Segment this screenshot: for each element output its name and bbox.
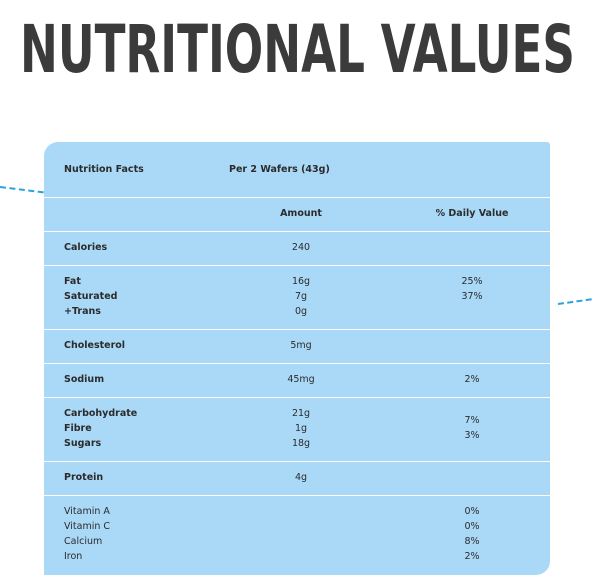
row-divider xyxy=(44,265,550,266)
nutrient-name: Sodium xyxy=(64,374,105,385)
daily-value: 2% xyxy=(464,551,480,562)
vitamin-name: Iron xyxy=(64,551,83,562)
row-divider xyxy=(44,363,550,364)
column-header: Amount xyxy=(280,208,322,219)
amount: 18g xyxy=(291,438,311,449)
nutrient-name: +Trans xyxy=(64,306,101,317)
nutrient-name: Fibre xyxy=(64,423,92,434)
daily-value: 7% xyxy=(464,415,480,426)
vitamin-name: Vitamin A xyxy=(64,506,110,517)
nutrient-name: Protein xyxy=(64,472,104,483)
nutrient-name: Carbohydrate xyxy=(64,408,138,419)
serving-size: Per 2 Wafers (43g) xyxy=(229,164,330,175)
column-header: % Daily Value xyxy=(435,208,509,219)
decor-dash xyxy=(557,298,592,305)
daily-value: 0% xyxy=(464,506,480,517)
amount: 1g xyxy=(294,423,308,434)
vitamin-name: Vitamin C xyxy=(64,521,111,532)
vitamin-name: Calcium xyxy=(64,536,103,547)
nutrient-name: Fat xyxy=(64,276,81,287)
nutrition-table xyxy=(44,142,550,575)
daily-value: 25% xyxy=(461,276,483,287)
nutrient-name: Sugars xyxy=(64,438,102,449)
amount: 45mg xyxy=(287,374,315,385)
nutrient-name: Calories xyxy=(64,242,108,253)
row-divider xyxy=(44,461,550,462)
amount: 4g xyxy=(294,472,308,483)
row-divider xyxy=(44,231,550,232)
page-title: NUTRITIONAL VALUES xyxy=(20,11,575,88)
amount: 0g xyxy=(294,306,308,317)
row-divider xyxy=(44,197,550,198)
amount: 16g xyxy=(291,276,311,287)
amount: 240 xyxy=(291,242,311,253)
amount: 5mg xyxy=(290,340,312,351)
amount: 7g xyxy=(294,291,308,302)
decor-dash xyxy=(0,186,44,194)
amount: 21g xyxy=(291,408,311,419)
daily-value: 8% xyxy=(464,536,480,547)
daily-value: 0% xyxy=(464,521,480,532)
row-divider xyxy=(44,329,550,330)
nutrient-name: Cholesterol xyxy=(64,340,126,351)
header-label: Nutrition Facts xyxy=(64,164,144,175)
daily-value: 2% xyxy=(464,374,480,385)
title-area: NUTRITIONAL VALUES xyxy=(20,11,575,88)
nutrient-name: Saturated xyxy=(64,291,118,302)
row-divider xyxy=(44,397,550,398)
daily-value: 3% xyxy=(464,430,480,441)
row-divider xyxy=(44,495,550,496)
daily-value: 37% xyxy=(461,291,483,302)
